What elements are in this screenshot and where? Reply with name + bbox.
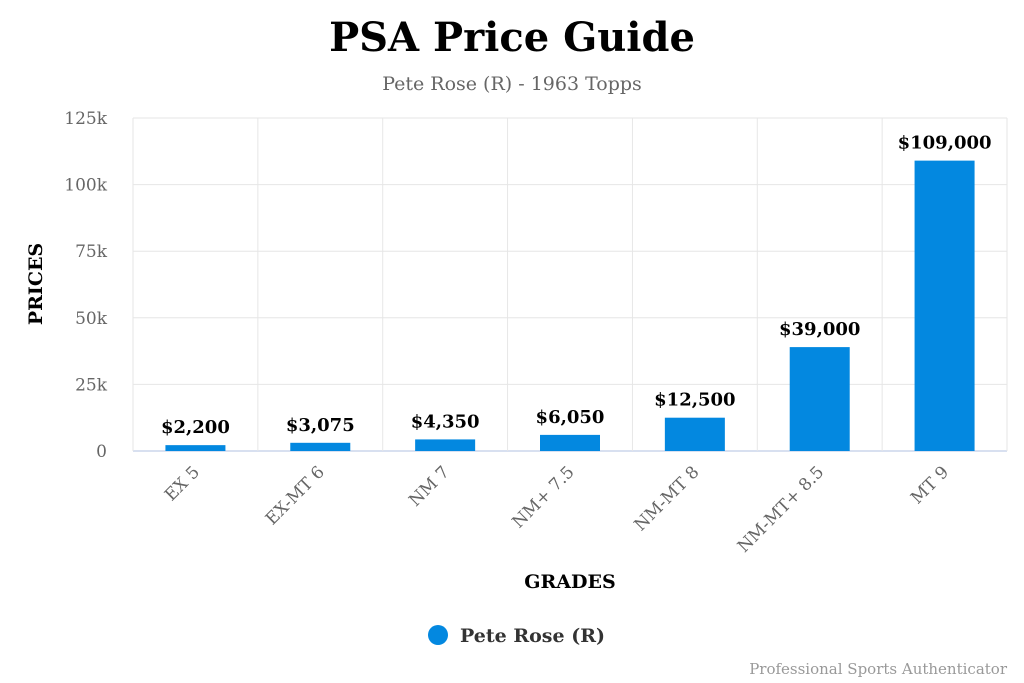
legend[interactable]: Pete Rose (R) xyxy=(428,625,605,647)
y-tick-label: 0 xyxy=(96,442,107,462)
data-label: $6,050 xyxy=(536,407,605,428)
y-tick-label: 50k xyxy=(75,309,108,329)
legend-marker xyxy=(428,625,448,645)
x-axis-title: GRADES xyxy=(524,571,615,593)
x-tick-label: EX 5 xyxy=(161,462,204,505)
bar[interactable] xyxy=(165,445,226,451)
credit-text[interactable]: Professional Sports Authenticator xyxy=(749,660,1008,678)
grid xyxy=(132,117,1008,452)
data-label: $4,350 xyxy=(411,411,480,432)
bar[interactable] xyxy=(290,442,351,451)
data-label: $3,075 xyxy=(286,415,355,436)
data-label: $12,500 xyxy=(654,390,735,411)
data-label: $2,200 xyxy=(161,417,230,438)
legend-label[interactable]: Pete Rose (R) xyxy=(460,625,605,647)
data-labels: $2,200 $3,075 $4,350 $6,050 $12,500 $39,000 $1… xyxy=(161,133,992,439)
y-axis-ticks: 0 25k 50k 75k 100k 125k xyxy=(64,109,107,462)
bars xyxy=(165,160,975,451)
x-tick-label: NM 7 xyxy=(405,462,453,510)
chart-subtitle: Pete Rose (R) - 1963 Topps xyxy=(382,73,642,95)
bar[interactable] xyxy=(789,347,850,451)
bar[interactable] xyxy=(664,417,725,451)
bar[interactable] xyxy=(540,434,600,451)
y-tick-label: 25k xyxy=(75,375,108,395)
y-tick-label: 100k xyxy=(64,176,107,196)
y-tick-label: 125k xyxy=(64,109,107,129)
data-label: $109,000 xyxy=(898,133,992,154)
x-axis-ticks: EX 5 EX-MT 6 NM 7 NM+ 7.5 NM-MT 8 NM-MT+ 8.5 M… xyxy=(161,462,953,556)
bar[interactable] xyxy=(415,439,476,451)
bar[interactable] xyxy=(914,160,975,451)
chart-title: PSA Price Guide xyxy=(329,14,695,61)
x-tick-label: NM-MT 8 xyxy=(631,462,704,535)
x-tick-label: MT 9 xyxy=(907,462,953,508)
x-tick-label: NM+ 7.5 xyxy=(509,462,579,532)
y-tick-label: 75k xyxy=(75,242,108,262)
x-tick-label: NM-MT+ 8.5 xyxy=(734,462,828,556)
y-axis-title: PRICES xyxy=(25,243,47,325)
x-tick-label: EX-MT 6 xyxy=(262,462,329,529)
data-label: $39,000 xyxy=(779,319,860,340)
